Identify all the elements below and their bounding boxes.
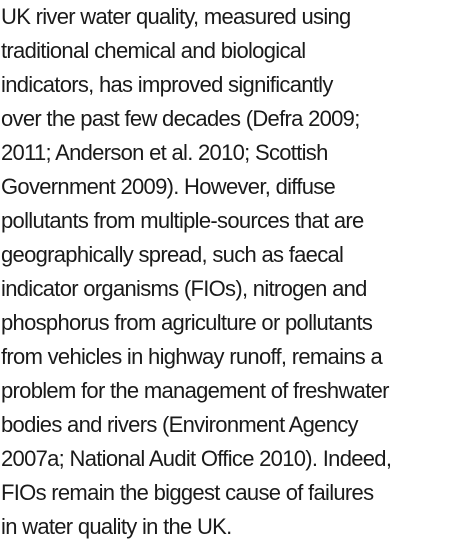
text-line: indicators, has improved significantly xyxy=(1,72,333,97)
text-line: Government 2009). However, diffuse xyxy=(1,174,336,199)
text-line: in water quality in the UK. xyxy=(1,514,232,539)
text-line: bodies and rivers (Environment Agency xyxy=(1,412,359,437)
text-line: from vehicles in highway runoff, remains… xyxy=(1,344,383,369)
text-line: UK river water quality, measured using xyxy=(1,4,351,29)
text-line: problem for the management of freshwater xyxy=(1,378,389,403)
text-line: pollutants from multiple-sources that ar… xyxy=(1,208,364,233)
text-line: FIOs remain the biggest cause of failure… xyxy=(1,480,374,505)
text-line: phosphorus from agriculture or pollutant… xyxy=(1,310,373,335)
text-line: 2011; Anderson et al. 2010; Scottish xyxy=(1,140,328,165)
text-line: indicator organisms (FIOs), nitrogen and xyxy=(1,276,367,301)
text-line: traditional chemical and biological xyxy=(1,38,306,63)
text-line: over the past few decades (Defra 2009; xyxy=(1,106,360,131)
text-line: 2007a; National Audit Office 2010). Inde… xyxy=(1,446,392,471)
text-line: geographically spread, such as faecal xyxy=(1,242,344,267)
